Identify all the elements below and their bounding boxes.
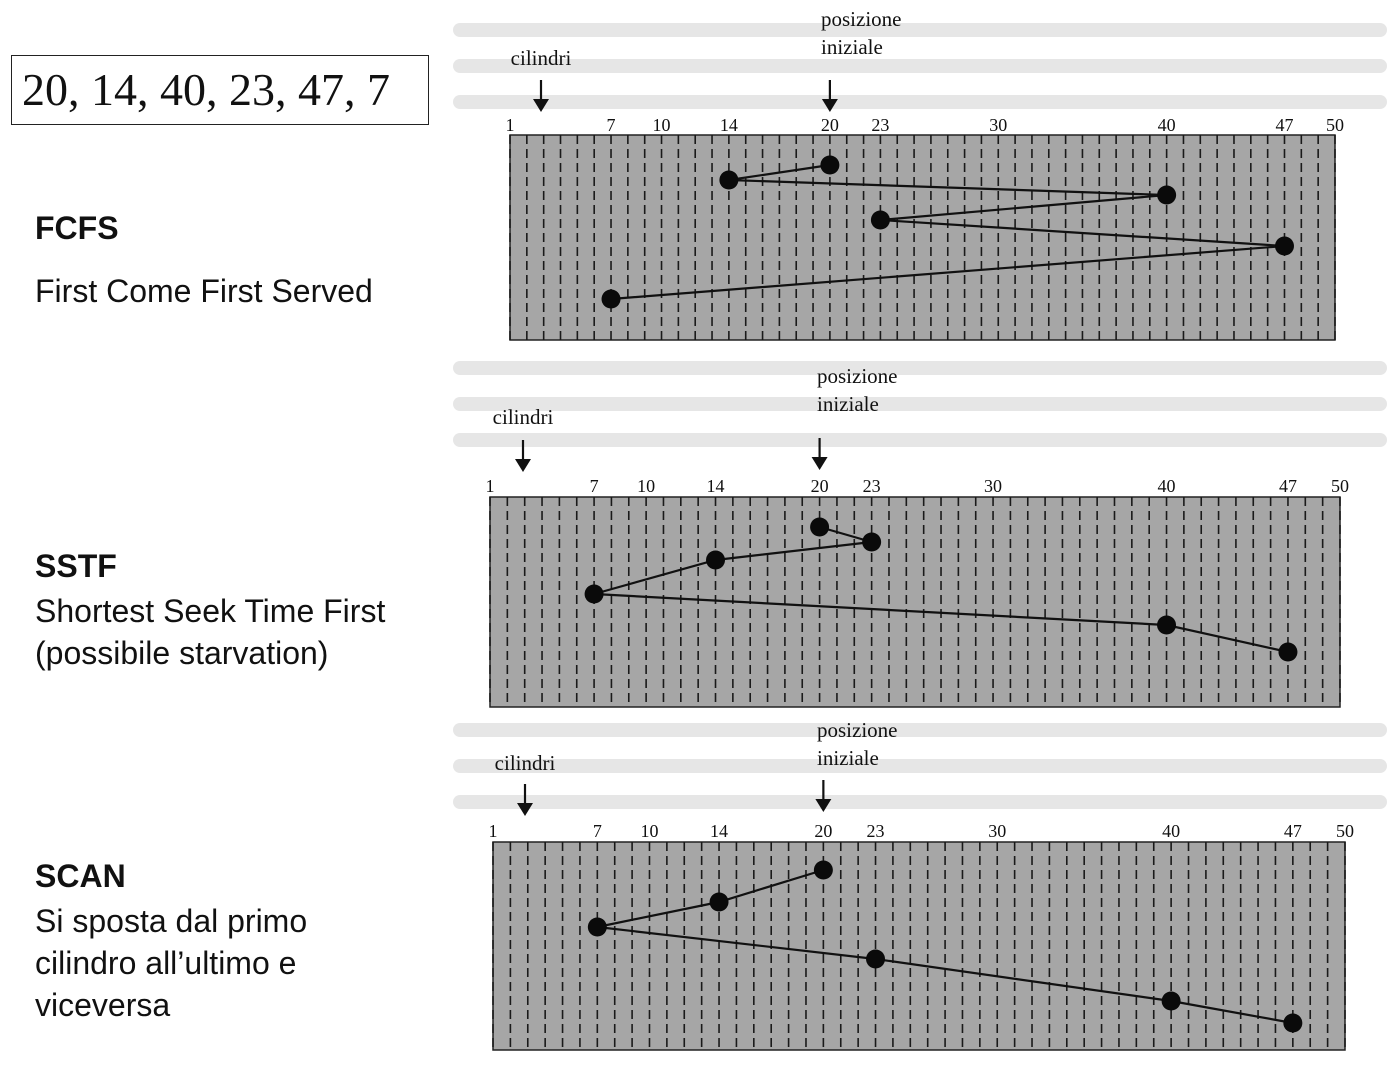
start-position-arrow-icon	[815, 780, 832, 812]
sstf-diagram: 1 7 10 14 20 23 30 40 47 50 cilindri posizione inizi…	[486, 364, 1349, 708]
cylinder-gridlines	[489, 497, 1341, 707]
tick-label: 10	[653, 115, 671, 135]
request-point	[587, 917, 607, 937]
request-point	[820, 155, 840, 175]
tick-label: 47	[1284, 821, 1302, 841]
cylinders-arrow-icon	[533, 80, 549, 112]
request-point	[719, 170, 739, 190]
fcfs-description: First Come First Served	[35, 273, 373, 309]
tick-label: 10	[637, 476, 655, 496]
request-point	[1157, 615, 1177, 635]
start-position-label: posizione	[817, 718, 897, 742]
cylinder-gridlines	[509, 135, 1336, 340]
request-point	[601, 289, 621, 309]
cylinders-label: cilindri	[495, 751, 556, 775]
request-point	[706, 550, 726, 570]
start-position-label: posizione	[821, 7, 901, 31]
head-movement-path	[597, 868, 1294, 1025]
request-point	[1278, 642, 1298, 662]
tick-label: 7	[590, 476, 599, 496]
tick-label: 47	[1279, 476, 1297, 496]
cylinders-arrow-icon	[517, 784, 533, 816]
request-point	[866, 949, 886, 969]
tick-label: 23	[871, 115, 889, 135]
start-position-arrow-icon	[821, 80, 838, 112]
tick-label: 1	[486, 476, 495, 496]
tick-label: 40	[1158, 476, 1176, 496]
tick-label: 14	[710, 821, 728, 841]
tick-label: 50	[1326, 115, 1344, 135]
request-sequence-box: 20, 14, 40, 23, 47, 7	[11, 55, 429, 125]
fcfs-diagram: 1 7 10 14 20 23 30 40 47 50 cilindri posizione inizi…	[506, 7, 1344, 341]
scan-diagram: 1 7 10 14 20 23 30 40 47 50 cilindri posizione inizi…	[489, 718, 1354, 1051]
tick-label: 23	[863, 476, 881, 496]
start-position-label: iniziale	[817, 392, 879, 416]
request-point	[813, 860, 833, 880]
tick-label: 10	[640, 821, 658, 841]
tick-label: 50	[1331, 476, 1349, 496]
scan-description: Si sposta dal primo cilindro all’ultimo …	[35, 903, 308, 1023]
start-position-label: iniziale	[821, 35, 883, 59]
cylinders-label: cilindri	[511, 46, 572, 70]
tick-label: 40	[1162, 821, 1180, 841]
tick-label: 47	[1275, 115, 1293, 135]
cylinders-label: cilindri	[493, 405, 554, 429]
request-point	[862, 532, 882, 552]
tick-label: 14	[720, 115, 738, 135]
request-point	[584, 584, 604, 604]
tick-label: 30	[989, 115, 1007, 135]
tick-label: 1	[506, 115, 515, 135]
cylinder-track-panel	[509, 134, 1336, 341]
tick-label: 23	[867, 821, 885, 841]
tick-label: 1	[489, 821, 498, 841]
fcfs-title: FCFS	[35, 210, 119, 246]
request-point	[1283, 1013, 1303, 1033]
tick-label: 20	[814, 821, 832, 841]
request-point	[810, 517, 830, 537]
request-point	[709, 892, 729, 912]
scan-title: SCAN	[35, 858, 126, 894]
tick-label: 7	[607, 115, 616, 135]
background-text-lines	[453, 23, 1387, 809]
tick-label: 30	[984, 476, 1002, 496]
start-position-label: iniziale	[817, 746, 879, 770]
cylinder-gridlines	[492, 842, 1346, 1050]
tick-label: 20	[821, 115, 839, 135]
request-sequence-text: 20, 14, 40, 23, 47, 7	[22, 64, 390, 115]
cylinder-track-panel	[492, 841, 1346, 1051]
tick-label: 7	[593, 821, 602, 841]
request-point	[1274, 236, 1294, 256]
cylinders-arrow-icon	[515, 440, 531, 472]
tick-label: 40	[1158, 115, 1176, 135]
sstf-title: SSTF	[35, 548, 117, 584]
tick-label: 30	[988, 821, 1006, 841]
tick-label: 50	[1336, 821, 1354, 841]
tick-label: 14	[707, 476, 725, 496]
head-movement-path	[610, 163, 1285, 301]
request-point	[1161, 991, 1181, 1011]
request-point	[1157, 185, 1177, 205]
request-point	[870, 210, 890, 230]
tick-label: 20	[811, 476, 829, 496]
cylinder-track-panel	[489, 496, 1341, 708]
start-position-arrow-icon	[811, 438, 828, 470]
start-position-label: posizione	[817, 364, 897, 388]
sstf-description: Shortest Seek Time First (possibile star…	[35, 593, 386, 671]
